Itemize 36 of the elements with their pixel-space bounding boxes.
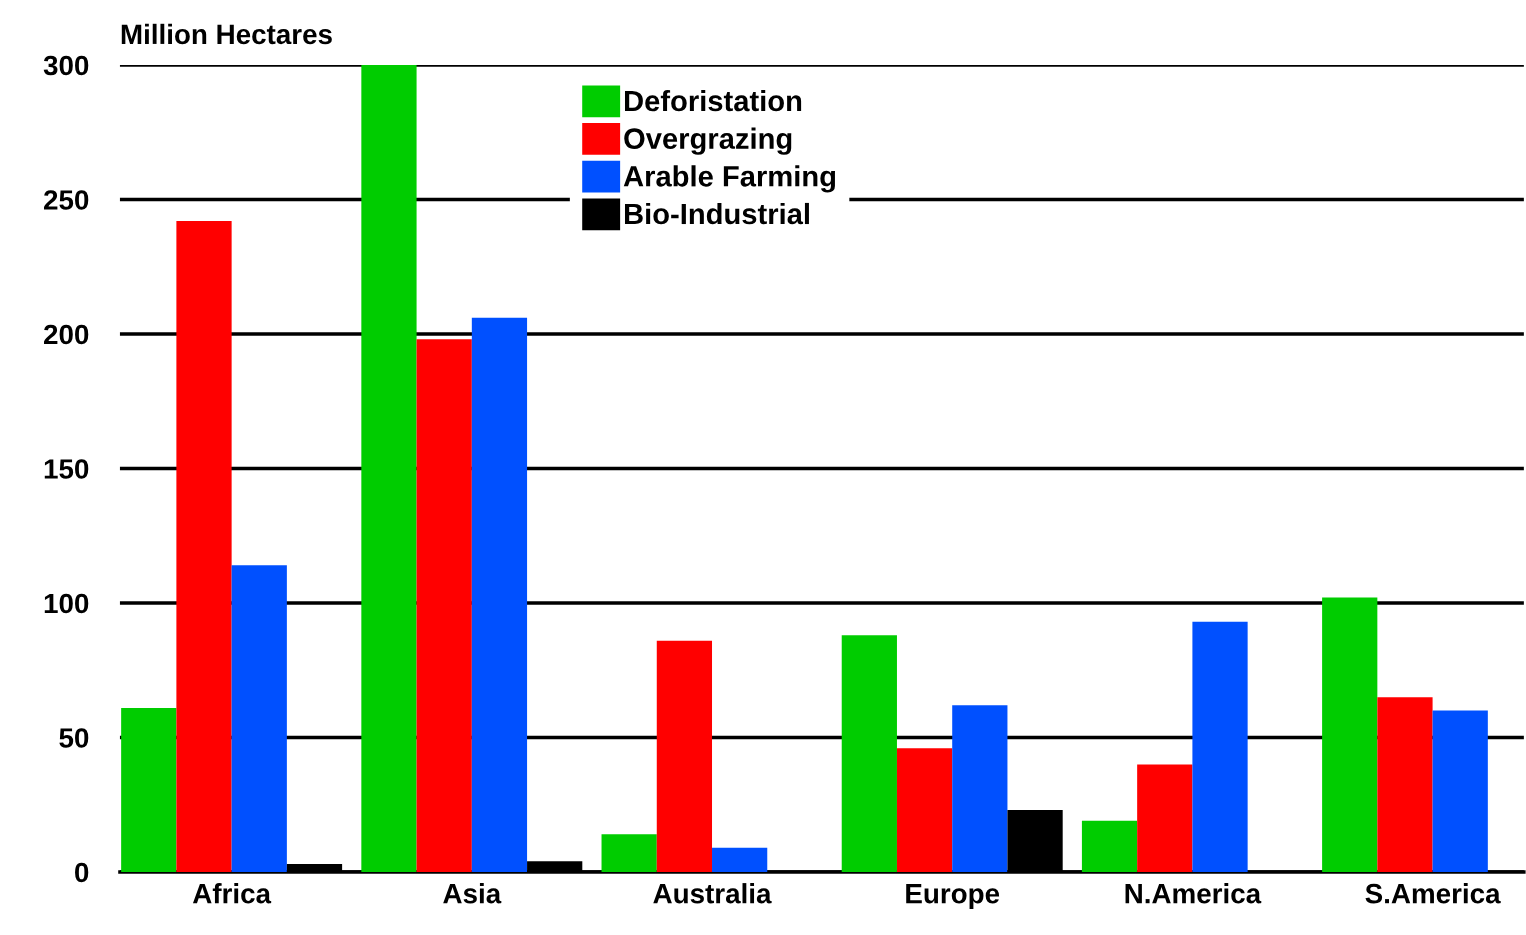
x-tick-label: Europe <box>906 884 1000 909</box>
bar <box>121 707 177 872</box>
y-tick-label: 0 <box>75 862 89 883</box>
bar <box>416 339 472 872</box>
y-tick-label: 200 <box>44 324 89 345</box>
y-tick-label: 150 <box>44 459 89 479</box>
bar <box>1137 764 1193 872</box>
y-tick-label: 50 <box>59 728 89 748</box>
bar <box>1377 697 1433 872</box>
bar <box>176 221 232 872</box>
bar <box>361 64 417 872</box>
bar <box>1322 597 1378 872</box>
legend-label: Bio-Industrial <box>624 202 809 225</box>
x-tick-label: Australia <box>653 883 772 904</box>
y-axis-title: Million Hectares <box>121 23 332 45</box>
y-tick-label: 100 <box>44 593 89 614</box>
bar <box>841 635 897 872</box>
y-tick-label: 300 <box>43 55 89 76</box>
legend-label: Arable Farming <box>623 165 836 193</box>
x-tick-label: S.America <box>1365 883 1501 904</box>
bar <box>656 640 713 872</box>
x-tick-label: Asia <box>443 883 502 904</box>
bar <box>1432 710 1488 872</box>
bar <box>952 705 1008 872</box>
x-tick-label: Africa <box>192 883 272 904</box>
bar <box>471 317 528 872</box>
legend-label: Overgrazing <box>624 127 792 155</box>
bar <box>896 748 953 872</box>
bar <box>231 565 287 872</box>
legend-label: Deforistation <box>624 89 802 112</box>
bar <box>1192 621 1248 872</box>
x-tick-label: N.America <box>1125 883 1262 904</box>
bar <box>1081 820 1138 872</box>
bar <box>601 834 657 872</box>
bar <box>712 847 768 872</box>
y-tick-label: 250 <box>44 190 89 210</box>
